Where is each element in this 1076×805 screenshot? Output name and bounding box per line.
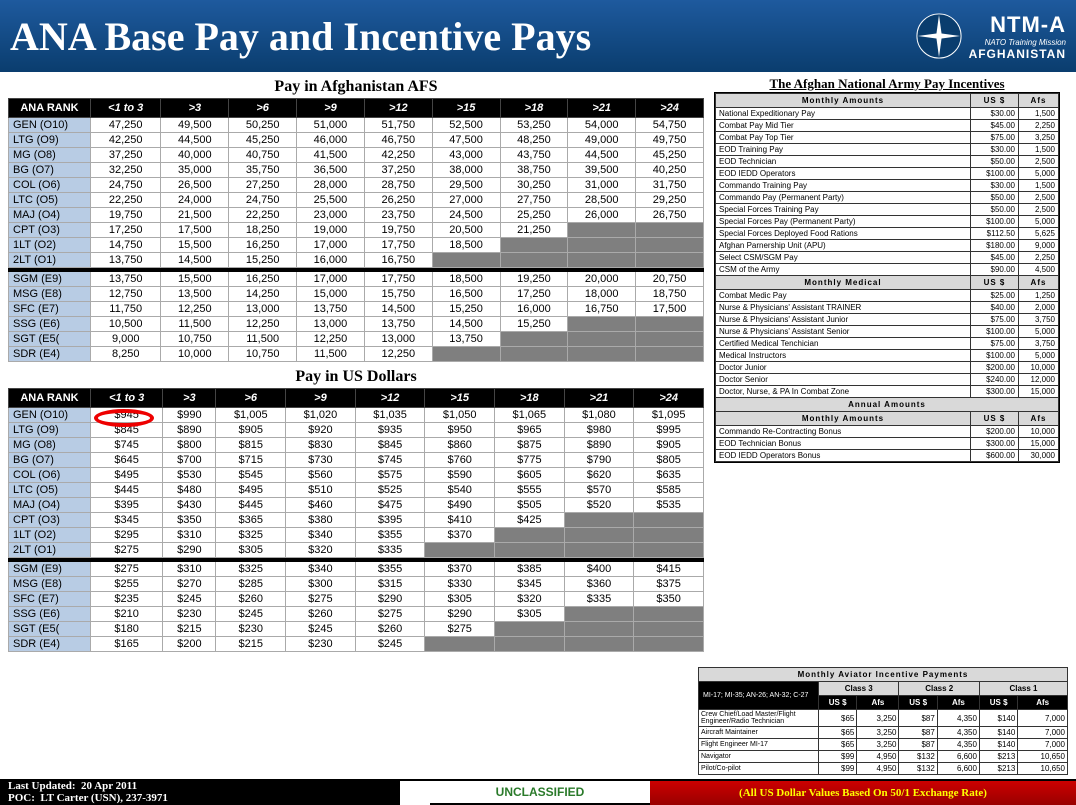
table-row: Commando Pay (Permanent Party)$50.002,50…	[716, 192, 1059, 204]
table-row: Doctor, Nurse, & PA In Combat Zone$300.0…	[716, 386, 1059, 398]
table-row: CPT (O3)$345$350$365$380$395$410$425	[9, 513, 704, 528]
table-row: CPT (O3)17,25017,50018,25019,00019,75020…	[9, 223, 704, 238]
table-row: Combat Medic Pay$25.001,250	[716, 290, 1059, 302]
header-bar: ANA Base Pay and Incentive Pays NTM-A NA…	[0, 0, 1076, 72]
table-row: Combat Pay Mid Tier$45.002,250	[716, 120, 1059, 132]
table-row: National Expeditionary Pay$30.001,500	[716, 108, 1059, 120]
incentives-table: Monthly AmountsUS $AfsNational Expeditio…	[715, 93, 1059, 462]
table-row: EOD Technician$50.002,500	[716, 156, 1059, 168]
table-row: MAJ (O4)$395$430$445$460$475$490$505$520…	[9, 498, 704, 513]
table-row: LTG (O9)$845$890$905$920$935$950$965$980…	[9, 423, 704, 438]
afs-pay-table: ANA RANK<1 to 3>3>6>9>12>15>18>21>24GEN …	[8, 98, 704, 362]
org-country: AFGHANISTAN	[969, 47, 1066, 61]
table-row: SGT (E5($180$215$230$245$260$275	[9, 622, 704, 637]
table-row: SSG (E6)$210$230$245$260$275$290$305	[9, 607, 704, 622]
table-row: GEN (O10)$945$990$1,005$1,020$1,035$1,05…	[9, 408, 704, 423]
table-row: Special Forces Training Pay$50.002,500	[716, 204, 1059, 216]
afs-table-title: Pay in Afghanistan AFS	[8, 78, 704, 96]
table-row: MSG (E8)12,75013,50014,25015,00015,75016…	[9, 287, 704, 302]
table-row: Nurse & Physicians' Assistant Senior$100…	[716, 326, 1059, 338]
table-row: CSM of the Army$90.004,500	[716, 264, 1059, 276]
table-row: SFC (E7)11,75012,25013,00013,75014,50015…	[9, 302, 704, 317]
table-row: Special Forces Pay (Permanent Party)$100…	[716, 216, 1059, 228]
table-row: Commando Training Pay$30.001,500	[716, 180, 1059, 192]
table-row: Combat Pay Top Tier$75.003,250	[716, 132, 1059, 144]
table-row: Nurse & Physicians' Assistant TRAINER$40…	[716, 302, 1059, 314]
table-row: 2LT (O1)13,75014,50015,25016,00016,750	[9, 253, 704, 268]
table-row: Nurse & Physicians' Assistant Junior$75.…	[716, 314, 1059, 326]
table-row: EOD Training Pay$30.001,500	[716, 144, 1059, 156]
nato-compass-icon	[915, 12, 963, 60]
table-row: SGM (E9)$275$310$325$340$355$370$385$400…	[9, 562, 704, 577]
table-row: SDR (E4)$165$200$215$230$245	[9, 637, 704, 652]
usd-pay-table: ANA RANK<1 to 3>3>6>9>12>15>18>21>24GEN …	[8, 388, 704, 652]
table-row: 1LT (O2)$295$310$325$340$355$370	[9, 528, 704, 543]
table-row: BG (O7)32,25035,00035,75036,50037,25038,…	[9, 163, 704, 178]
aviator-table: Monthly Aviator Incentive PaymentsMI-17;…	[698, 667, 1068, 775]
table-row: Certified Medical Tenchician$75.003,750	[716, 338, 1059, 350]
classification-label: UNCLASSIFIED	[430, 779, 650, 805]
page-title: ANA Base Pay and Incentive Pays	[10, 13, 915, 60]
table-row: MG (O8)$745$800$815$830$845$860$875$890$…	[9, 438, 704, 453]
table-row: Doctor Senior$240.0012,000	[716, 374, 1059, 386]
usd-table-title: Pay in US Dollars	[8, 368, 704, 386]
footer: Last Updated: 20 Apr 2011 POC: LT Carter…	[0, 779, 1076, 805]
table-row: Flight Engineer MI-17$653,250$874,350$14…	[699, 739, 1068, 751]
table-row: Pilot/Co-pilot$994,950$1326,600$21310,65…	[699, 763, 1068, 775]
table-row: 1LT (O2)14,75015,50016,25017,00017,75018…	[9, 238, 704, 253]
table-row: Special Forces Deployed Food Rations$112…	[716, 228, 1059, 240]
table-row: Doctor Junior$200.0010,000	[716, 362, 1059, 374]
table-row: LTC (O5)$445$480$495$510$525$540$555$570…	[9, 483, 704, 498]
table-row: Select CSM/SGM Pay$45.002,250	[716, 252, 1059, 264]
table-row: Medical Instructors$100.005,000	[716, 350, 1059, 362]
table-row: EOD IEDD Operators Bonus$600.0030,000	[716, 450, 1059, 462]
table-row: 2LT (O1)$275$290$305$320$335	[9, 543, 704, 558]
table-row: COL (O6)24,75026,50027,25028,00028,75029…	[9, 178, 704, 193]
incentives-title: The Afghan National Army Pay Incentives	[714, 76, 1060, 92]
table-row: COL (O6)$495$530$545$560$575$590$605$620…	[9, 468, 704, 483]
footer-meta: Last Updated: 20 Apr 2011 POC: LT Carter…	[0, 779, 400, 805]
table-row: MSG (E8)$255$270$285$300$315$330$345$360…	[9, 577, 704, 592]
table-row: EOD IEDD Operators$100.005,000	[716, 168, 1059, 180]
table-row: SSG (E6)10,50011,50012,25013,00013,75014…	[9, 317, 704, 332]
exchange-rate-note: (All US Dollar Values Based On 50/1 Exch…	[650, 779, 1076, 805]
table-row: MAJ (O4)19,75021,50022,25023,00023,75024…	[9, 208, 704, 223]
org-acronym: NTM-A	[969, 12, 1066, 38]
table-row: MG (O8)37,25040,00040,75041,50042,25043,…	[9, 148, 704, 163]
table-row: SGM (E9)13,75015,50016,25017,00017,75018…	[9, 272, 704, 287]
table-row: SDR (E4)8,25010,00010,75011,50012,250	[9, 347, 704, 362]
table-row: GEN (O10)47,25049,50050,25051,00051,7505…	[9, 118, 704, 133]
org-subtitle: NATO Training Mission	[969, 38, 1066, 47]
table-row: BG (O7)$645$700$715$730$745$760$775$790$…	[9, 453, 704, 468]
table-row: Crew Chief/Load Master/Flight Engineer/R…	[699, 710, 1068, 727]
table-row: Afghan Parnership Unit (APU)$180.009,000	[716, 240, 1059, 252]
table-row: EOD Technician Bonus$300.0015,000	[716, 438, 1059, 450]
table-row: SGT (E5(9,00010,75011,50012,25013,00013,…	[9, 332, 704, 347]
table-row: LTG (O9)42,25044,50045,25046,00046,75047…	[9, 133, 704, 148]
table-row: Navigator$994,950$1326,600$21310,650	[699, 751, 1068, 763]
table-row: Commando Re-Contracting Bonus$200.0010,0…	[716, 426, 1059, 438]
table-row: Aircraft Maintainer$653,250$874,350$1407…	[699, 727, 1068, 739]
table-row: SFC (E7)$235$245$260$275$290$305$320$335…	[9, 592, 704, 607]
nato-badge: NTM-A NATO Training Mission AFGHANISTAN	[915, 12, 1066, 61]
table-row: LTC (O5)22,25024,00024,75025,50026,25027…	[9, 193, 704, 208]
